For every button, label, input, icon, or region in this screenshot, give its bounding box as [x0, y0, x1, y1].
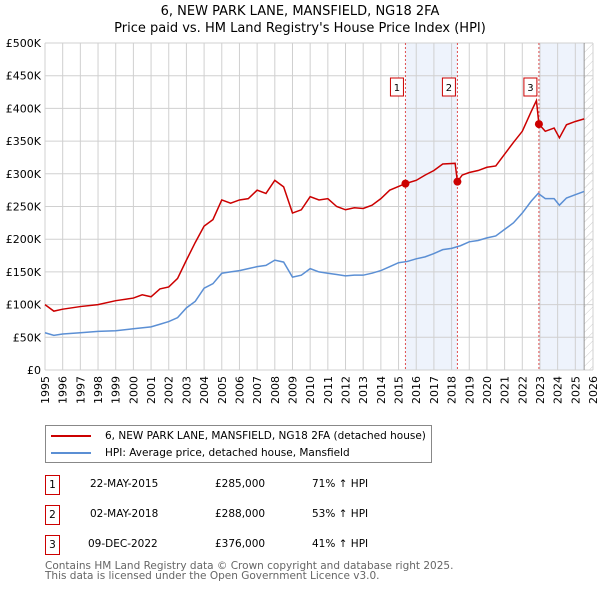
x-tick-label: 2004: [198, 376, 211, 404]
sale-point: [401, 179, 410, 188]
x-tick-label: 2009: [286, 376, 299, 404]
x-tick-label: 2012: [340, 376, 353, 404]
x-tick-label: 2000: [127, 376, 140, 404]
x-tick-label: 2008: [269, 376, 282, 404]
sale-date: 22-MAY-2015: [90, 478, 159, 490]
y-tick-label: £450K: [6, 70, 42, 83]
sale-badge: [441, 77, 456, 97]
y-tick-label: £350K: [6, 135, 42, 148]
x-tick-label: 1998: [92, 376, 105, 404]
sale-marker-badge: 2: [45, 505, 60, 525]
y-tick-label: £50K: [13, 331, 42, 344]
x-tick-label: 2007: [251, 376, 264, 404]
x-tick-label: 2006: [233, 376, 246, 404]
sale-price: £288,000: [215, 508, 266, 520]
sale-badge-label: 2: [446, 83, 452, 94]
x-tick-label: 2026: [587, 376, 600, 404]
x-tick-label: 2021: [499, 376, 512, 404]
y-tick-label: £200K: [6, 233, 42, 246]
x-tick-label: 1995: [39, 376, 52, 404]
x-tick-label: 2011: [322, 376, 335, 404]
x-tick-label: 1999: [110, 376, 123, 404]
x-tick-label: 2013: [357, 376, 370, 404]
sale-price: £285,000: [215, 478, 266, 490]
x-tick-label: 2002: [163, 376, 176, 404]
sale-point: [534, 120, 543, 129]
x-tick-label: 1996: [57, 376, 70, 404]
x-tick-label: 2024: [552, 376, 565, 404]
sale-date: 09-DEC-2022: [88, 538, 158, 550]
x-tick-label: 2018: [446, 376, 459, 404]
sale-hpi: 53% ↑ HPI: [312, 508, 369, 520]
x-tick-label: 2014: [375, 376, 388, 404]
sale-marker-badge: 1: [45, 475, 60, 495]
chart-title: 6, NEW PARK LANE, MANSFIELD, NG18 2FA: [160, 4, 440, 19]
x-tick-label: 2003: [180, 376, 193, 404]
legend: 6, NEW PARK LANE, MANSFIELD, NG18 2FA (d…: [45, 425, 432, 463]
chart-subtitle: Price paid vs. HM Land Registry's House …: [114, 21, 486, 36]
sale-hpi: 41% ↑ HPI: [312, 538, 369, 550]
sale-price: £376,000: [215, 538, 266, 550]
legend-label: 6, NEW PARK LANE, MANSFIELD, NG18 2FA (d…: [105, 430, 426, 442]
x-tick-label: 2005: [216, 376, 229, 404]
legend-item-hpi: HPI: Average price, detached house, Mans…: [46, 445, 350, 461]
x-tick-label: 2017: [428, 376, 441, 404]
sale-badge-label: 1: [394, 83, 400, 94]
y-tick-label: £250K: [6, 201, 42, 214]
x-tick-label: 1997: [74, 376, 87, 404]
y-tick-label: £0: [27, 364, 41, 377]
y-tick-label: £400K: [6, 102, 42, 115]
price-chart: 1995 1996 1997 1998 1999 2000 2001 2002 2003 2004…: [6, 37, 600, 404]
x-tick-label: 2022: [516, 376, 529, 404]
y-tick-label: £500K: [6, 37, 42, 50]
sale-marker-badge: 3: [45, 535, 60, 555]
y-tick-label: £100K: [6, 299, 42, 312]
sale-point: [453, 177, 462, 186]
x-tick-label: 2023: [534, 376, 547, 404]
y-tick-label: £150K: [6, 266, 42, 279]
legend-swatch-blue: [51, 452, 91, 454]
y-tick-label: £300K: [6, 168, 42, 181]
x-tick-label: 2016: [410, 376, 423, 404]
sale-hpi: 71% ↑ HPI: [312, 478, 369, 490]
legend-item-property: 6, NEW PARK LANE, MANSFIELD, NG18 2FA (d…: [46, 428, 426, 444]
x-tick-label: 2010: [304, 376, 317, 404]
sale-badge-label: 3: [527, 83, 533, 94]
legend-label: HPI: Average price, detached house, Mans…: [105, 447, 350, 459]
sale-badge: [523, 77, 538, 97]
x-tick-label: 2019: [463, 376, 476, 404]
sale-date: 02-MAY-2018: [90, 508, 159, 520]
legend-swatch-red: [51, 435, 91, 437]
x-tick-label: 2025: [569, 376, 582, 404]
x-tick-label: 2020: [481, 376, 494, 404]
series-line: [44, 97, 585, 312]
footer-licence: This data is licensed under the Open Gov…: [45, 570, 380, 582]
x-tick-label: 2015: [393, 376, 406, 404]
x-tick-label: 2001: [145, 376, 158, 404]
sale-badge: [389, 77, 404, 97]
series-line: [44, 190, 585, 337]
footer-copyright: Contains HM Land Registry data © Crown c…: [45, 560, 454, 572]
